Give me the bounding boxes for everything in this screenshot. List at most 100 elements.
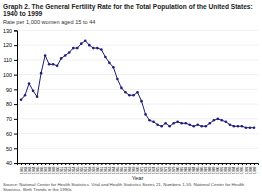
x-tick-mark xyxy=(242,163,243,165)
x-tick-mark xyxy=(218,163,219,165)
data-point xyxy=(52,63,55,66)
x-tick-mark xyxy=(41,163,42,165)
y-tick-mark xyxy=(14,60,17,61)
data-point xyxy=(100,48,103,51)
x-tick-mark xyxy=(230,163,231,165)
data-point xyxy=(80,42,83,45)
x-tick-mark xyxy=(238,163,239,165)
data-point xyxy=(112,66,115,69)
data-point xyxy=(237,125,240,128)
x-tick-mark xyxy=(142,163,143,165)
x-axis-line xyxy=(18,164,259,166)
x-tick-mark xyxy=(121,163,122,165)
y-grid-line xyxy=(17,89,258,90)
y-tick: 120 xyxy=(3,42,17,48)
x-tick-mark xyxy=(210,163,211,165)
x-tick-mark xyxy=(170,163,171,165)
x-tick-mark xyxy=(146,163,147,165)
x-tick-mark xyxy=(194,163,195,165)
data-point xyxy=(24,94,27,97)
x-tick-mark xyxy=(250,163,251,165)
y-tick: 40 xyxy=(6,160,17,166)
y-grid-line xyxy=(17,133,258,134)
x-tick-mark xyxy=(138,163,139,165)
data-point xyxy=(209,122,212,125)
y-tick-mark xyxy=(14,148,17,149)
x-axis: 1941194219431944194519461947194819491950… xyxy=(18,163,259,174)
y-tick: 50 xyxy=(6,146,17,152)
data-point xyxy=(176,120,179,123)
y-grid-line xyxy=(17,148,258,149)
plot-area xyxy=(20,39,256,129)
x-tick: 1999 xyxy=(253,163,257,174)
subtitle: Rate per 1,000 women aged 15 to 44 xyxy=(3,19,95,25)
text-line: 1940 to 1999 xyxy=(3,10,43,17)
data-point xyxy=(188,123,191,126)
x-tick-mark xyxy=(109,163,110,165)
x-tick-mark xyxy=(97,163,98,165)
y-tick: 60 xyxy=(6,131,17,137)
x-tick-mark xyxy=(162,163,163,165)
title: Graph 2. The General Fertility Rate for … xyxy=(3,3,255,17)
source: Source: National Center for Health Stati… xyxy=(3,182,246,192)
y-tick: 80 xyxy=(6,101,17,107)
y-tick: 90 xyxy=(6,87,17,93)
data-point xyxy=(229,123,232,126)
y-tick-label: 60 xyxy=(6,131,12,137)
data-point xyxy=(233,125,236,128)
data-point xyxy=(108,62,111,65)
data-point xyxy=(184,122,187,125)
y-tick-label: 120 xyxy=(3,42,12,48)
data-point xyxy=(144,113,147,116)
x-tick-mark xyxy=(77,163,78,165)
data-point xyxy=(48,63,51,66)
x-tick-mark xyxy=(182,163,183,165)
x-tick-mark xyxy=(117,163,118,165)
text-line: Rate per 1,000 women aged 15 to 44 xyxy=(3,19,95,25)
data-point xyxy=(160,125,163,128)
y-tick-label: 130 xyxy=(3,28,12,34)
x-tick-mark xyxy=(254,163,255,165)
y-tick-mark xyxy=(14,134,17,135)
y-tick-mark xyxy=(14,119,17,120)
data-point xyxy=(128,94,131,97)
x-tick-mark xyxy=(206,163,207,165)
data-point xyxy=(192,125,195,128)
y-tick-mark xyxy=(14,45,17,46)
x-tick-mark xyxy=(150,163,151,165)
data-line xyxy=(21,41,254,128)
x-tick-mark xyxy=(113,163,114,165)
grid xyxy=(17,30,258,163)
x-tick-mark xyxy=(25,163,26,165)
x-tick-mark xyxy=(57,163,58,165)
data-point xyxy=(156,123,159,126)
y-grid-line xyxy=(17,59,258,60)
y-tick: 110 xyxy=(3,57,17,63)
data-point xyxy=(180,122,183,125)
x-tick-mark xyxy=(49,163,50,165)
x-tick-mark xyxy=(190,163,191,165)
data-point xyxy=(88,44,91,47)
text-line: Statistics. Birth Trends in the 1990s xyxy=(3,187,73,192)
x-tick-mark xyxy=(166,163,167,165)
data-point xyxy=(20,98,23,101)
data-point xyxy=(124,91,127,94)
x-tick-mark xyxy=(186,163,187,165)
y-tick-label: 90 xyxy=(6,87,12,93)
x-tick-mark xyxy=(33,163,34,165)
x-tick-mark xyxy=(105,163,106,165)
x-tick-mark xyxy=(133,163,134,165)
x-tick-mark xyxy=(202,163,203,165)
x-tick-mark xyxy=(222,163,223,165)
data-point xyxy=(132,94,135,97)
y-grid-line xyxy=(17,30,258,31)
x-tick-mark xyxy=(234,163,235,165)
x-tick-mark xyxy=(65,163,66,165)
x-tick-mark xyxy=(154,163,155,165)
data-point xyxy=(164,122,167,125)
x-tick-mark xyxy=(129,163,130,165)
y-tick-mark xyxy=(14,104,17,105)
data-point xyxy=(200,125,203,128)
x-tick-mark xyxy=(21,163,22,165)
x-tick-mark xyxy=(158,163,159,165)
